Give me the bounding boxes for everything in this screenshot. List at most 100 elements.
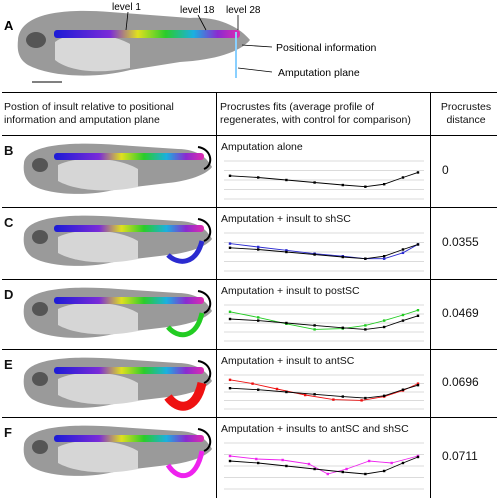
regenerate-profile-point [390, 461, 393, 465]
table-divider [2, 349, 497, 350]
tadpole-gut [55, 33, 130, 72]
header-distance: Procrustes distance [440, 101, 492, 126]
regenerate-profile-point [416, 309, 420, 312]
control-profile-point [382, 183, 386, 186]
tadpole-eye [26, 32, 46, 48]
regenerate-profile-point [228, 242, 232, 245]
tadpole-thumbnail [23, 357, 213, 411]
insult-arrow [164, 381, 207, 411]
regenerate-profile-point [401, 313, 405, 317]
regenerate-profile-point [367, 459, 371, 463]
control-profile-point [341, 183, 344, 187]
control-profile [229, 171, 419, 188]
amputation-plane-label: Amputation plane [278, 67, 360, 79]
control-profile-point [228, 246, 232, 249]
tadpole-thumbnail [23, 287, 213, 338]
regenerate-profile-point [326, 472, 329, 476]
panel-a-figure: A level 1 level 18 level 28 Positional i… [4, 2, 377, 83]
regenerate-profile-point [228, 310, 232, 313]
regenerate-profile-point [313, 328, 316, 331]
fit-title: Amputation + insult to antSC [221, 355, 355, 367]
control-profile-point [364, 185, 367, 188]
table-divider [2, 135, 497, 136]
fit-title: Amputation + insult to shSC [221, 213, 351, 225]
regenerate-profile-point [416, 382, 420, 385]
tadpole-body [17, 10, 250, 76]
control-profile-point [313, 393, 316, 396]
control-profile [229, 456, 419, 475]
table-divider [2, 279, 497, 280]
regenerate-profile-point [345, 467, 348, 471]
control-profile-point [313, 467, 316, 471]
tadpole-thumbnail [23, 425, 213, 479]
regenerate-profile-point [332, 398, 335, 401]
control-profile-point [364, 257, 367, 260]
control-profile-point [341, 255, 344, 259]
control-profile-point [416, 455, 420, 459]
regenerate-profile-point [360, 399, 363, 402]
control-profile-point [382, 469, 386, 473]
procrustes-distance: 0 [442, 163, 449, 177]
regenerate-profile-point [228, 378, 232, 382]
control-profile-point [364, 396, 367, 400]
control-profile-point [401, 388, 405, 391]
control-profile-point [285, 390, 288, 394]
row-label: E [4, 357, 13, 372]
regenerate-profile-point [275, 387, 279, 391]
control-profile-point [382, 394, 386, 397]
control-profile-point [285, 464, 288, 468]
regenerate-profile-point [257, 316, 260, 319]
control-profile-point [401, 248, 405, 251]
header-position: Postion of insult relative to positional… [4, 101, 174, 126]
control-profile-point [341, 470, 344, 474]
panel-a: A level 1 level 18 level 28 Positional i… [0, 0, 499, 92]
control-profile-point [364, 472, 367, 476]
positional-information-band [54, 30, 240, 38]
control-profile-point [313, 324, 316, 327]
procrustes-fit-plot [224, 304, 424, 342]
regenerate-profile [229, 455, 419, 475]
regenerate-profile-point [257, 245, 260, 249]
row-label: C [4, 215, 14, 230]
control-profile-point [285, 178, 288, 182]
control-profile-point [257, 461, 260, 465]
level-1-label: level 1 [112, 2, 141, 13]
procrustes-distance: 0.0696 [442, 375, 479, 389]
insult-arrow [165, 450, 205, 479]
fit-title: Amputation alone [221, 141, 303, 153]
row-label: B [4, 143, 14, 158]
level-18-label: level 18 [180, 5, 215, 16]
procrustes-distance: 0.0469 [442, 306, 479, 320]
insult-arrow [166, 312, 205, 338]
row-label: D [4, 287, 14, 302]
regenerate-profile-point [255, 457, 258, 461]
control-profile-point [228, 387, 232, 390]
procrustes-fit-plot [224, 442, 424, 490]
control-profile-point [416, 314, 420, 317]
procrustes-distance: 0.0355 [442, 235, 479, 249]
header-fits: Procrustes fits (average profile of rege… [220, 101, 411, 126]
positional-information-label: Positional information [276, 42, 377, 54]
tadpole-thumbnail [23, 143, 213, 194]
results-table: Postion of insult relative to positional… [2, 92, 497, 498]
regenerate-profile-point [382, 319, 386, 322]
control-profile-point [341, 326, 344, 329]
control-profile-point [382, 325, 386, 329]
control-profile-point [401, 461, 405, 465]
level-28-label: level 28 [226, 5, 261, 16]
regenerate-profile-point [285, 249, 288, 252]
table-divider [2, 417, 497, 418]
control-profile-point [401, 176, 405, 179]
fit-title: Amputation + insult to postSC [221, 285, 360, 297]
control-profile-point [401, 319, 405, 322]
procrustes-fit-plot [224, 160, 424, 200]
control-profile-point [416, 171, 420, 174]
regenerate-profile-point [251, 382, 254, 385]
control-profile-point [341, 395, 344, 398]
table-divider [216, 93, 217, 498]
control-profile-point [257, 176, 260, 179]
control-profile-point [416, 243, 420, 246]
procrustes-fit-plot [224, 232, 424, 272]
regenerate-profile-point [281, 458, 284, 462]
control-profile-point [382, 255, 386, 258]
